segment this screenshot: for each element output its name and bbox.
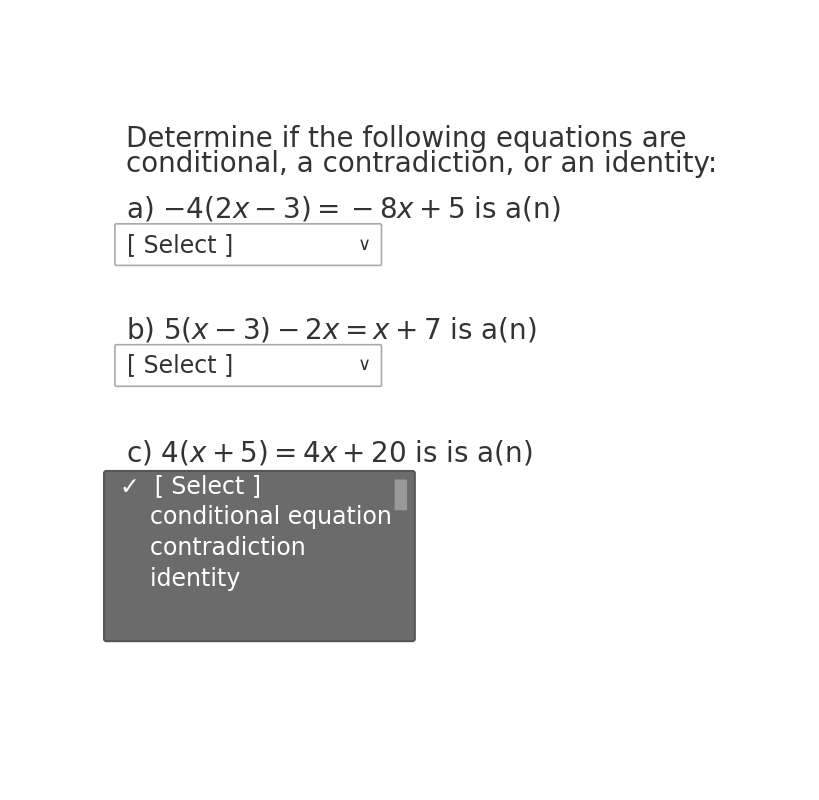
FancyBboxPatch shape xyxy=(115,224,381,266)
FancyBboxPatch shape xyxy=(394,479,406,510)
FancyBboxPatch shape xyxy=(104,471,414,641)
Text: a) $-4(2x - 3) = -8x + 5$ is a(n): a) $-4(2x - 3) = -8x + 5$ is a(n) xyxy=(125,194,559,223)
Text: c) $4(x + 5) = 4x + 20$ is is a(n): c) $4(x + 5) = 4x + 20$ is is a(n) xyxy=(125,438,532,468)
Text: [ Select ]: [ Select ] xyxy=(127,354,233,378)
Text: ∨: ∨ xyxy=(357,357,370,374)
Text: ✓  [ Select ]: ✓ [ Select ] xyxy=(120,474,261,498)
Text: [ Select ]: [ Select ] xyxy=(127,233,233,257)
FancyBboxPatch shape xyxy=(115,345,381,386)
Text: contradiction: contradiction xyxy=(120,536,305,560)
Text: identity: identity xyxy=(120,566,241,590)
Text: Determine if the following equations are: Determine if the following equations are xyxy=(125,126,686,154)
Text: ∨: ∨ xyxy=(357,236,370,254)
Text: b) $5(x - 3) - 2x = x + 7$ is a(n): b) $5(x - 3) - 2x = x + 7$ is a(n) xyxy=(125,315,536,345)
Text: conditional, a contradiction, or an identity:: conditional, a contradiction, or an iden… xyxy=(125,150,716,178)
Text: conditional equation: conditional equation xyxy=(120,505,391,529)
